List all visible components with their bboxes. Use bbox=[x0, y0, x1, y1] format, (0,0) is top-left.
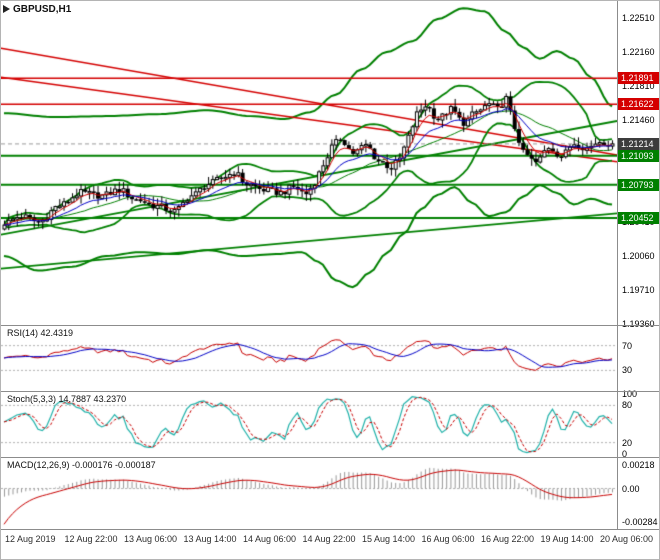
price-level-badge: 1.21891 bbox=[618, 72, 659, 84]
price-tick-label: 1.22160 bbox=[622, 47, 655, 57]
price-level-badge: 1.20452 bbox=[618, 212, 659, 224]
one-click-trading-arrow-icon[interactable] bbox=[3, 5, 10, 13]
price-tick-label: 1.21460 bbox=[622, 115, 655, 125]
panel-separator[interactable] bbox=[1, 325, 659, 326]
time-tick-label: 14 Aug 22:00 bbox=[302, 534, 356, 544]
chart-symbol-label: GBPUSD,H1 bbox=[13, 4, 72, 15]
panel-separator[interactable] bbox=[1, 457, 659, 458]
rsi-indicator-label: RSI(14) 42.4319 bbox=[7, 328, 74, 338]
stoch-indicator-label: Stoch(5,3,3) 14.7887 43.2370 bbox=[7, 394, 127, 404]
time-tick-label: 12 Aug 2019 bbox=[5, 534, 56, 544]
panel-separator[interactable] bbox=[1, 391, 659, 392]
time-tick-label: 19 Aug 14:00 bbox=[540, 534, 594, 544]
panel-separator[interactable] bbox=[1, 529, 659, 530]
macd-axis-label: 0.00 bbox=[622, 484, 640, 494]
price-tick-label: 1.21810 bbox=[622, 81, 655, 91]
time-tick-label: 15 Aug 14:00 bbox=[362, 534, 416, 544]
price-level-badge: 1.20793 bbox=[618, 179, 659, 191]
price-tick-label: 1.22510 bbox=[622, 13, 655, 23]
time-tick-label: 14 Aug 06:00 bbox=[243, 534, 297, 544]
time-tick-label: 13 Aug 06:00 bbox=[124, 534, 178, 544]
price-tick-label: 1.19710 bbox=[622, 285, 655, 295]
stoch-axis-label: 0 bbox=[622, 449, 628, 459]
macd-indicator-label: MACD(12,26,9) -0.000176 -0.000187 bbox=[7, 460, 156, 470]
price-level-badge: 1.21093 bbox=[618, 150, 659, 162]
macd-axis-label: 0.00218 bbox=[622, 460, 655, 470]
stoch-axis-label: 80 bbox=[622, 400, 633, 410]
rsi-axis-label: 70 bbox=[622, 341, 633, 351]
price-axis[interactable]: 1.225101.221601.218101.214601.211101.207… bbox=[617, 1, 659, 529]
stoch-axis-label: 20 bbox=[622, 438, 633, 448]
chart-plot-canvas[interactable] bbox=[1, 1, 617, 529]
price-tick-label: 1.20060 bbox=[622, 251, 655, 261]
macd-axis-label: -0.00284 bbox=[622, 517, 658, 527]
price-level-badge: 1.21622 bbox=[618, 98, 659, 110]
time-axis[interactable]: 12 Aug 2019 12 Aug 22:00 13 Aug 06:00 13 Au… bbox=[1, 529, 659, 559]
time-tick-label: 13 Aug 14:00 bbox=[183, 534, 237, 544]
time-tick-label: 20 Aug 06:00 bbox=[600, 534, 654, 544]
rsi-axis-label: 30 bbox=[622, 365, 633, 375]
time-tick-label: 16 Aug 06:00 bbox=[421, 534, 475, 544]
time-tick-label: 16 Aug 22:00 bbox=[481, 534, 535, 544]
time-tick-label: 12 Aug 22:00 bbox=[64, 534, 118, 544]
current-price-badge: 1.21214 bbox=[618, 138, 659, 150]
stoch-axis-label: 100 bbox=[622, 389, 638, 399]
price-tick-label: 1.19360 bbox=[622, 319, 655, 329]
